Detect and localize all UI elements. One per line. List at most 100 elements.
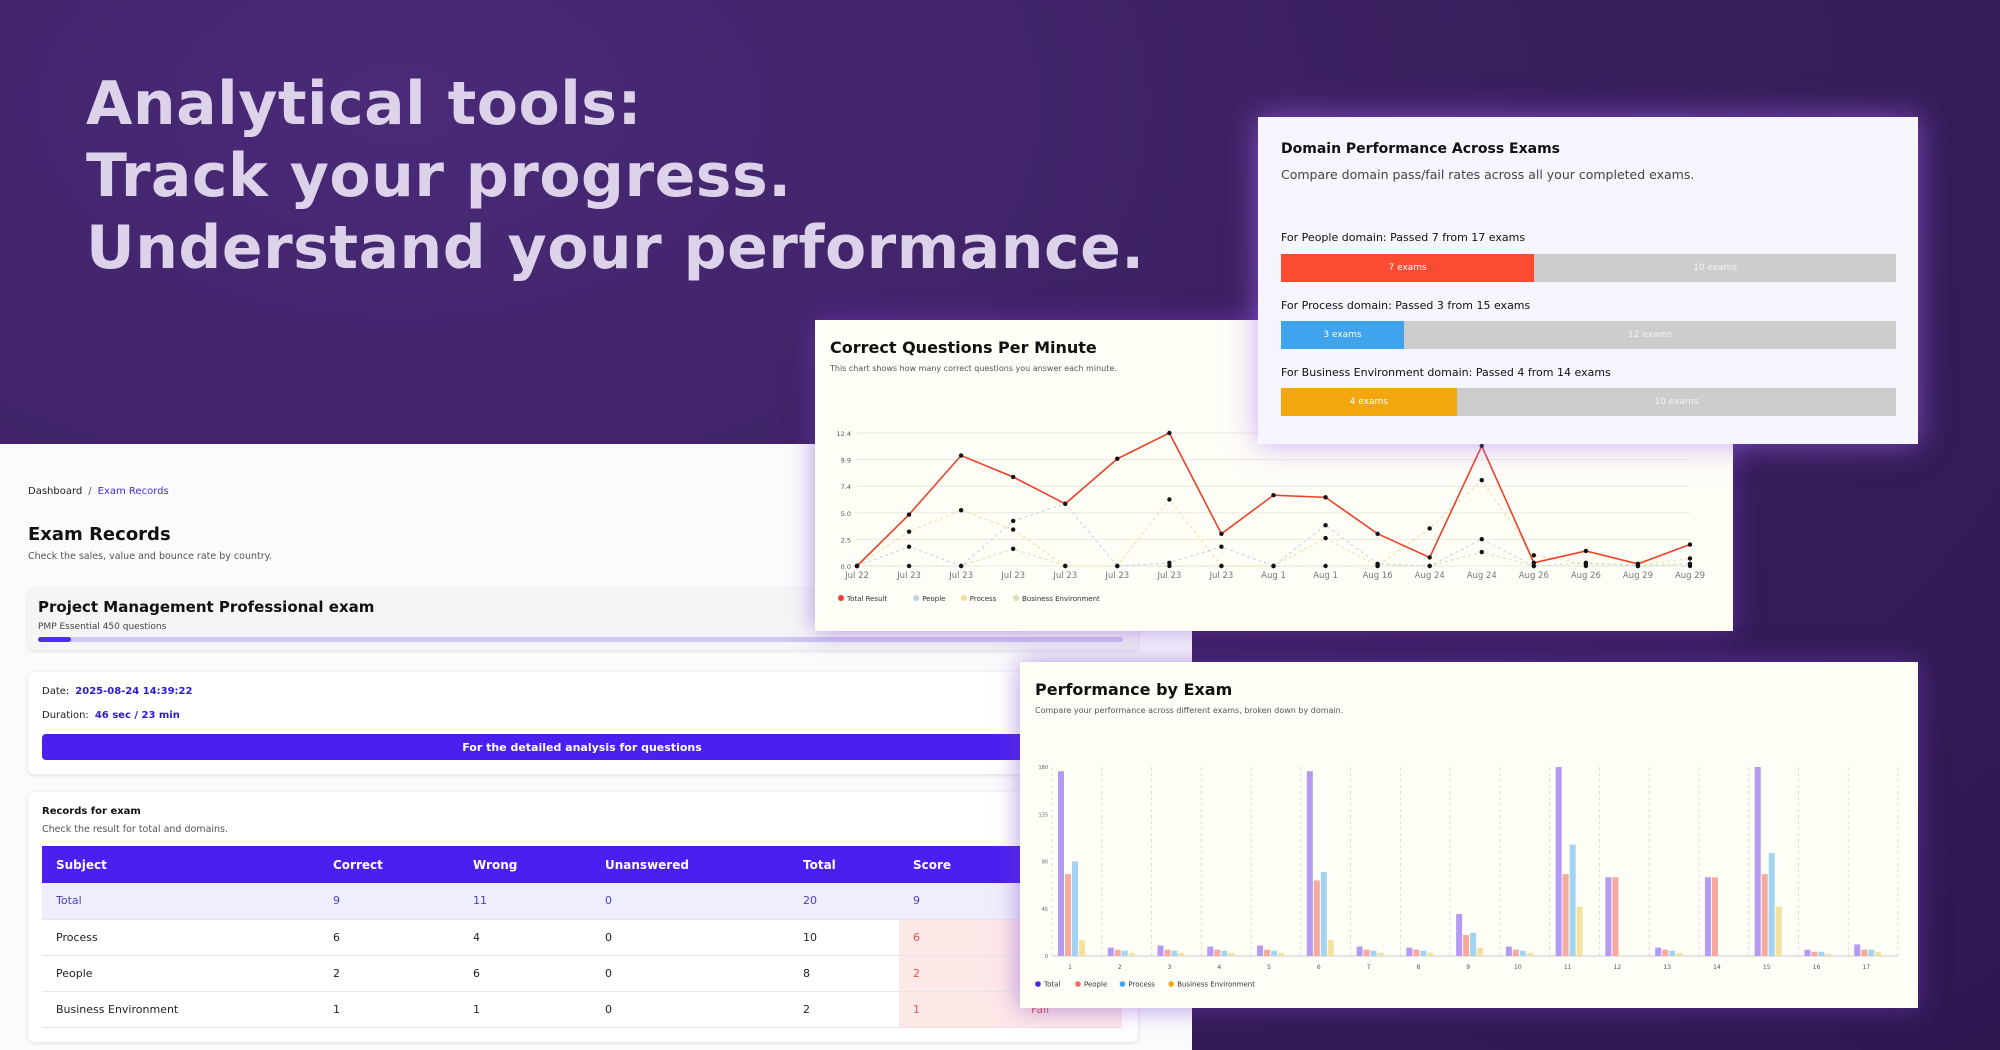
bar-people — [1164, 949, 1171, 956]
business-environment-domain-bar[interactable]: 4 exams 10 exams — [1281, 388, 1896, 416]
bar-business-environment — [1477, 947, 1484, 956]
process-domain-label: For Process domain: Passed 3 from 15 exa… — [1281, 299, 1531, 312]
x-tick-label: Jul 23 — [1052, 571, 1077, 581]
legend-swatch — [1013, 595, 1019, 601]
x-tick-label: Aug 24 — [1467, 571, 1497, 581]
duration-value: 46 sec / 23 min — [94, 710, 180, 721]
exam-info-card: Date: 2025-08-24 14:39:22 Duration: 46 sec… — [28, 672, 1138, 774]
column-header-correct: Correct — [319, 846, 459, 883]
data-point — [1479, 549, 1484, 555]
cell-wrong: 4 — [459, 919, 591, 956]
cqpm-chart-card: Correct Questions Per Minute This chart … — [815, 320, 1733, 631]
x-tick-label: Jul 22 — [844, 571, 869, 581]
performance-chart-card: Performance by Exam Compare your perform… — [1020, 662, 1918, 1008]
bar-process — [1320, 872, 1327, 956]
records-table-subtitle: Check the result for total and domains. — [42, 824, 229, 835]
x-tick-label: 12 — [1614, 964, 1622, 971]
bar-people — [1711, 877, 1718, 956]
cell-unanswered: 0 — [591, 919, 789, 956]
y-tick-label: 135 — [1038, 812, 1048, 818]
people-domain-label: For People domain: Passed 7 from 17 exam… — [1281, 231, 1526, 244]
cell-subject: Business Environment — [42, 991, 319, 1028]
bar-people — [1761, 874, 1768, 956]
bar-business-environment — [1676, 952, 1683, 956]
domain-performance-subtitle: Compare domain pass/fail rates across al… — [1281, 167, 1695, 182]
cqpm-chart-subtitle: This chart shows how many correct questi… — [830, 364, 1117, 373]
detailed-analysis-button[interactable]: For the detailed analysis for questions — [42, 734, 1122, 760]
column-header-wrong: Wrong — [459, 846, 591, 883]
cell-unanswered: 0 — [591, 955, 789, 992]
records-table-title: Records for exam — [42, 806, 141, 817]
bar-total — [1107, 947, 1114, 956]
x-tick-label: Aug 26 — [1519, 571, 1549, 581]
exam-progress-bar — [38, 637, 1123, 642]
bar-process — [1868, 949, 1875, 956]
process-passed-segment: 3 exams — [1281, 321, 1404, 349]
bar-process — [1171, 950, 1178, 956]
legend-swatch — [1075, 981, 1081, 987]
business-environment-failed-segment: 10 exams — [1654, 397, 1699, 407]
exam-subtitle: PMP Essential 450 questions — [38, 622, 167, 632]
bar-total — [1306, 771, 1313, 956]
bar-business-environment — [1327, 940, 1334, 956]
bar-people — [1214, 949, 1221, 956]
y-tick-label: 0 — [1045, 954, 1048, 960]
performance-chart-subtitle: Compare your performance across differen… — [1035, 706, 1344, 715]
bar-business-environment — [1178, 952, 1185, 956]
people-domain-bar[interactable]: 7 exams 10 exams — [1281, 254, 1896, 282]
legend-label: Business Environment — [1022, 595, 1100, 603]
legend-swatch — [838, 595, 844, 601]
data-point — [906, 544, 912, 549]
bar-business-environment — [1775, 906, 1782, 956]
table-row[interactable]: Total 9 11 0 20 9 — [42, 883, 1122, 920]
cell-wrong: 6 — [459, 955, 591, 992]
x-tick-label: Jul 23 — [948, 571, 973, 581]
legend-label: Total Result — [846, 595, 887, 603]
x-tick-label: Aug 26 — [1571, 571, 1601, 581]
cell-total: 10 — [789, 919, 899, 956]
cell-correct: 6 — [319, 919, 459, 956]
bar-people — [1313, 880, 1320, 956]
data-point — [958, 453, 964, 458]
breadcrumb-current[interactable]: Exam Records — [97, 486, 169, 497]
date-row: Date: 2025-08-24 14:39:22 — [42, 686, 192, 697]
bar-process — [1121, 950, 1128, 956]
series-line-business-environment — [857, 548, 1690, 567]
bar-total — [1754, 767, 1761, 956]
bar-business-environment — [1228, 952, 1235, 956]
x-tick-label: Aug 16 — [1363, 571, 1393, 581]
legend-label: People — [922, 595, 945, 603]
domain-performance-title: Domain Performance Across Exams — [1281, 141, 1561, 157]
cell-wrong: 1 — [459, 991, 591, 1028]
data-point — [1479, 536, 1484, 542]
bar-total — [1555, 767, 1562, 956]
breadcrumb-home[interactable]: Dashboard — [28, 486, 83, 497]
process-domain-bar[interactable]: 3 exams 12 exams — [1281, 321, 1896, 349]
table-row[interactable]: People 2 6 0 8 2 — [42, 955, 1122, 992]
legend-label: Process — [1128, 981, 1155, 989]
table-row[interactable]: Business Environment 1 1 0 2 1 Fail — [42, 991, 1122, 1028]
people-passed-segment: 7 exams — [1281, 254, 1535, 282]
data-point — [906, 529, 912, 534]
data-point — [1531, 560, 1537, 565]
bar-total — [1157, 945, 1164, 956]
exam-name: Project Management Professional exam — [38, 598, 375, 616]
headline-line-2: Track your progress. — [86, 141, 792, 211]
bar-total — [1406, 947, 1413, 956]
legend-label: Business Environment — [1177, 981, 1255, 989]
duration-row: Duration: 46 sec / 23 min — [42, 710, 180, 721]
y-tick-label: 7.4 — [841, 483, 851, 491]
bar-total — [1854, 944, 1861, 956]
bar-process — [1818, 951, 1825, 956]
bar-people — [1612, 877, 1619, 956]
domain-performance-card: Domain Performance Across Exams Compare … — [1258, 117, 1918, 444]
data-point — [1375, 531, 1380, 537]
legend-label: Total — [1043, 981, 1060, 989]
table-row[interactable]: Process 6 4 0 10 6 — [42, 919, 1122, 956]
cell-total: 20 — [789, 883, 899, 920]
bar-people — [1363, 949, 1370, 956]
x-tick-label: Aug 1 — [1313, 571, 1338, 581]
data-point — [1010, 546, 1016, 552]
bar-process — [1420, 950, 1427, 956]
bar-process — [1768, 853, 1775, 956]
